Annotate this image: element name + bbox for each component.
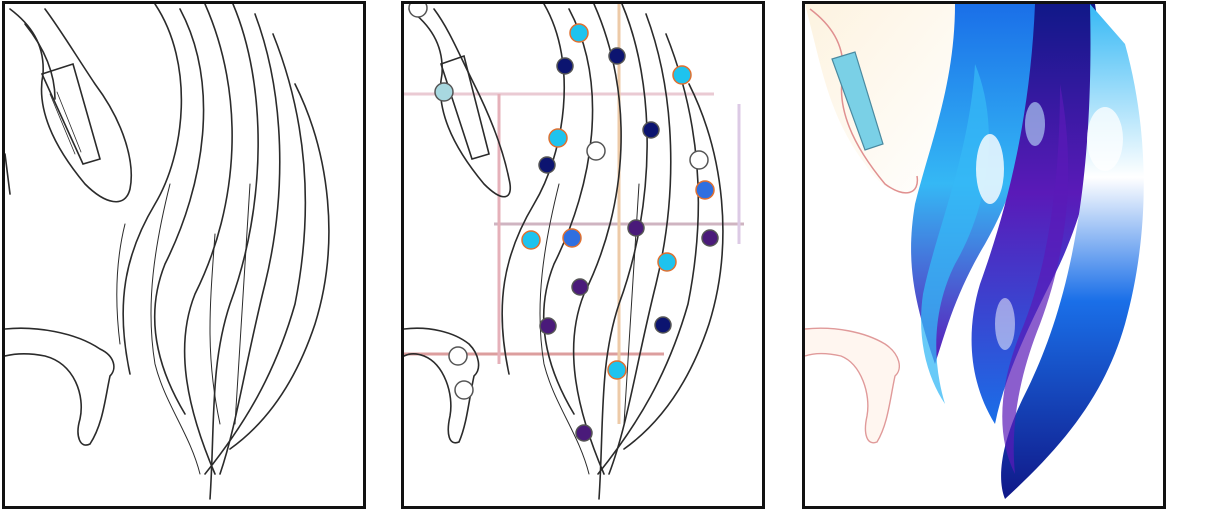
hint-dot bbox=[642, 121, 660, 139]
earring bbox=[831, 51, 884, 151]
hint-dot bbox=[586, 141, 606, 161]
hint-dot bbox=[521, 230, 541, 250]
hint-dot bbox=[695, 180, 715, 200]
hint-dot bbox=[654, 316, 672, 334]
hint-dot bbox=[689, 150, 709, 170]
hint-dot bbox=[627, 219, 645, 237]
sketch-panel bbox=[2, 1, 366, 509]
hint-dots bbox=[408, 4, 719, 442]
shoulder-outline bbox=[5, 327, 115, 446]
hint-dot bbox=[556, 57, 574, 75]
hint-dot bbox=[548, 128, 568, 148]
hint-dot bbox=[657, 252, 677, 272]
hint-dot bbox=[608, 47, 626, 65]
hint-dot bbox=[408, 4, 428, 18]
hint-dot bbox=[607, 360, 627, 380]
hint-dot bbox=[454, 380, 474, 400]
hint-dot bbox=[571, 278, 589, 296]
hint-dot bbox=[538, 156, 556, 174]
earring-outline bbox=[40, 62, 101, 165]
hint-dot bbox=[448, 346, 468, 366]
hint-drawing bbox=[404, 4, 744, 500]
hint-dot bbox=[539, 317, 557, 335]
colorized-panel bbox=[802, 1, 1166, 509]
hint-dot bbox=[701, 229, 719, 247]
hint-dot bbox=[575, 424, 593, 442]
hint-panel bbox=[401, 1, 765, 509]
hint-dot bbox=[569, 23, 589, 43]
sketch-lines bbox=[5, 4, 330, 500]
hint-dot bbox=[562, 228, 582, 248]
shoulder bbox=[805, 327, 901, 444]
hint-dot bbox=[434, 82, 454, 102]
sketch-drawing bbox=[5, 4, 330, 500]
ear-outline bbox=[9, 8, 133, 203]
colorized-drawing bbox=[805, 4, 1144, 499]
hint-dot bbox=[672, 65, 692, 85]
colored-hair bbox=[911, 4, 1144, 499]
skin-area bbox=[805, 4, 959, 194]
hint-grid bbox=[404, 4, 744, 424]
